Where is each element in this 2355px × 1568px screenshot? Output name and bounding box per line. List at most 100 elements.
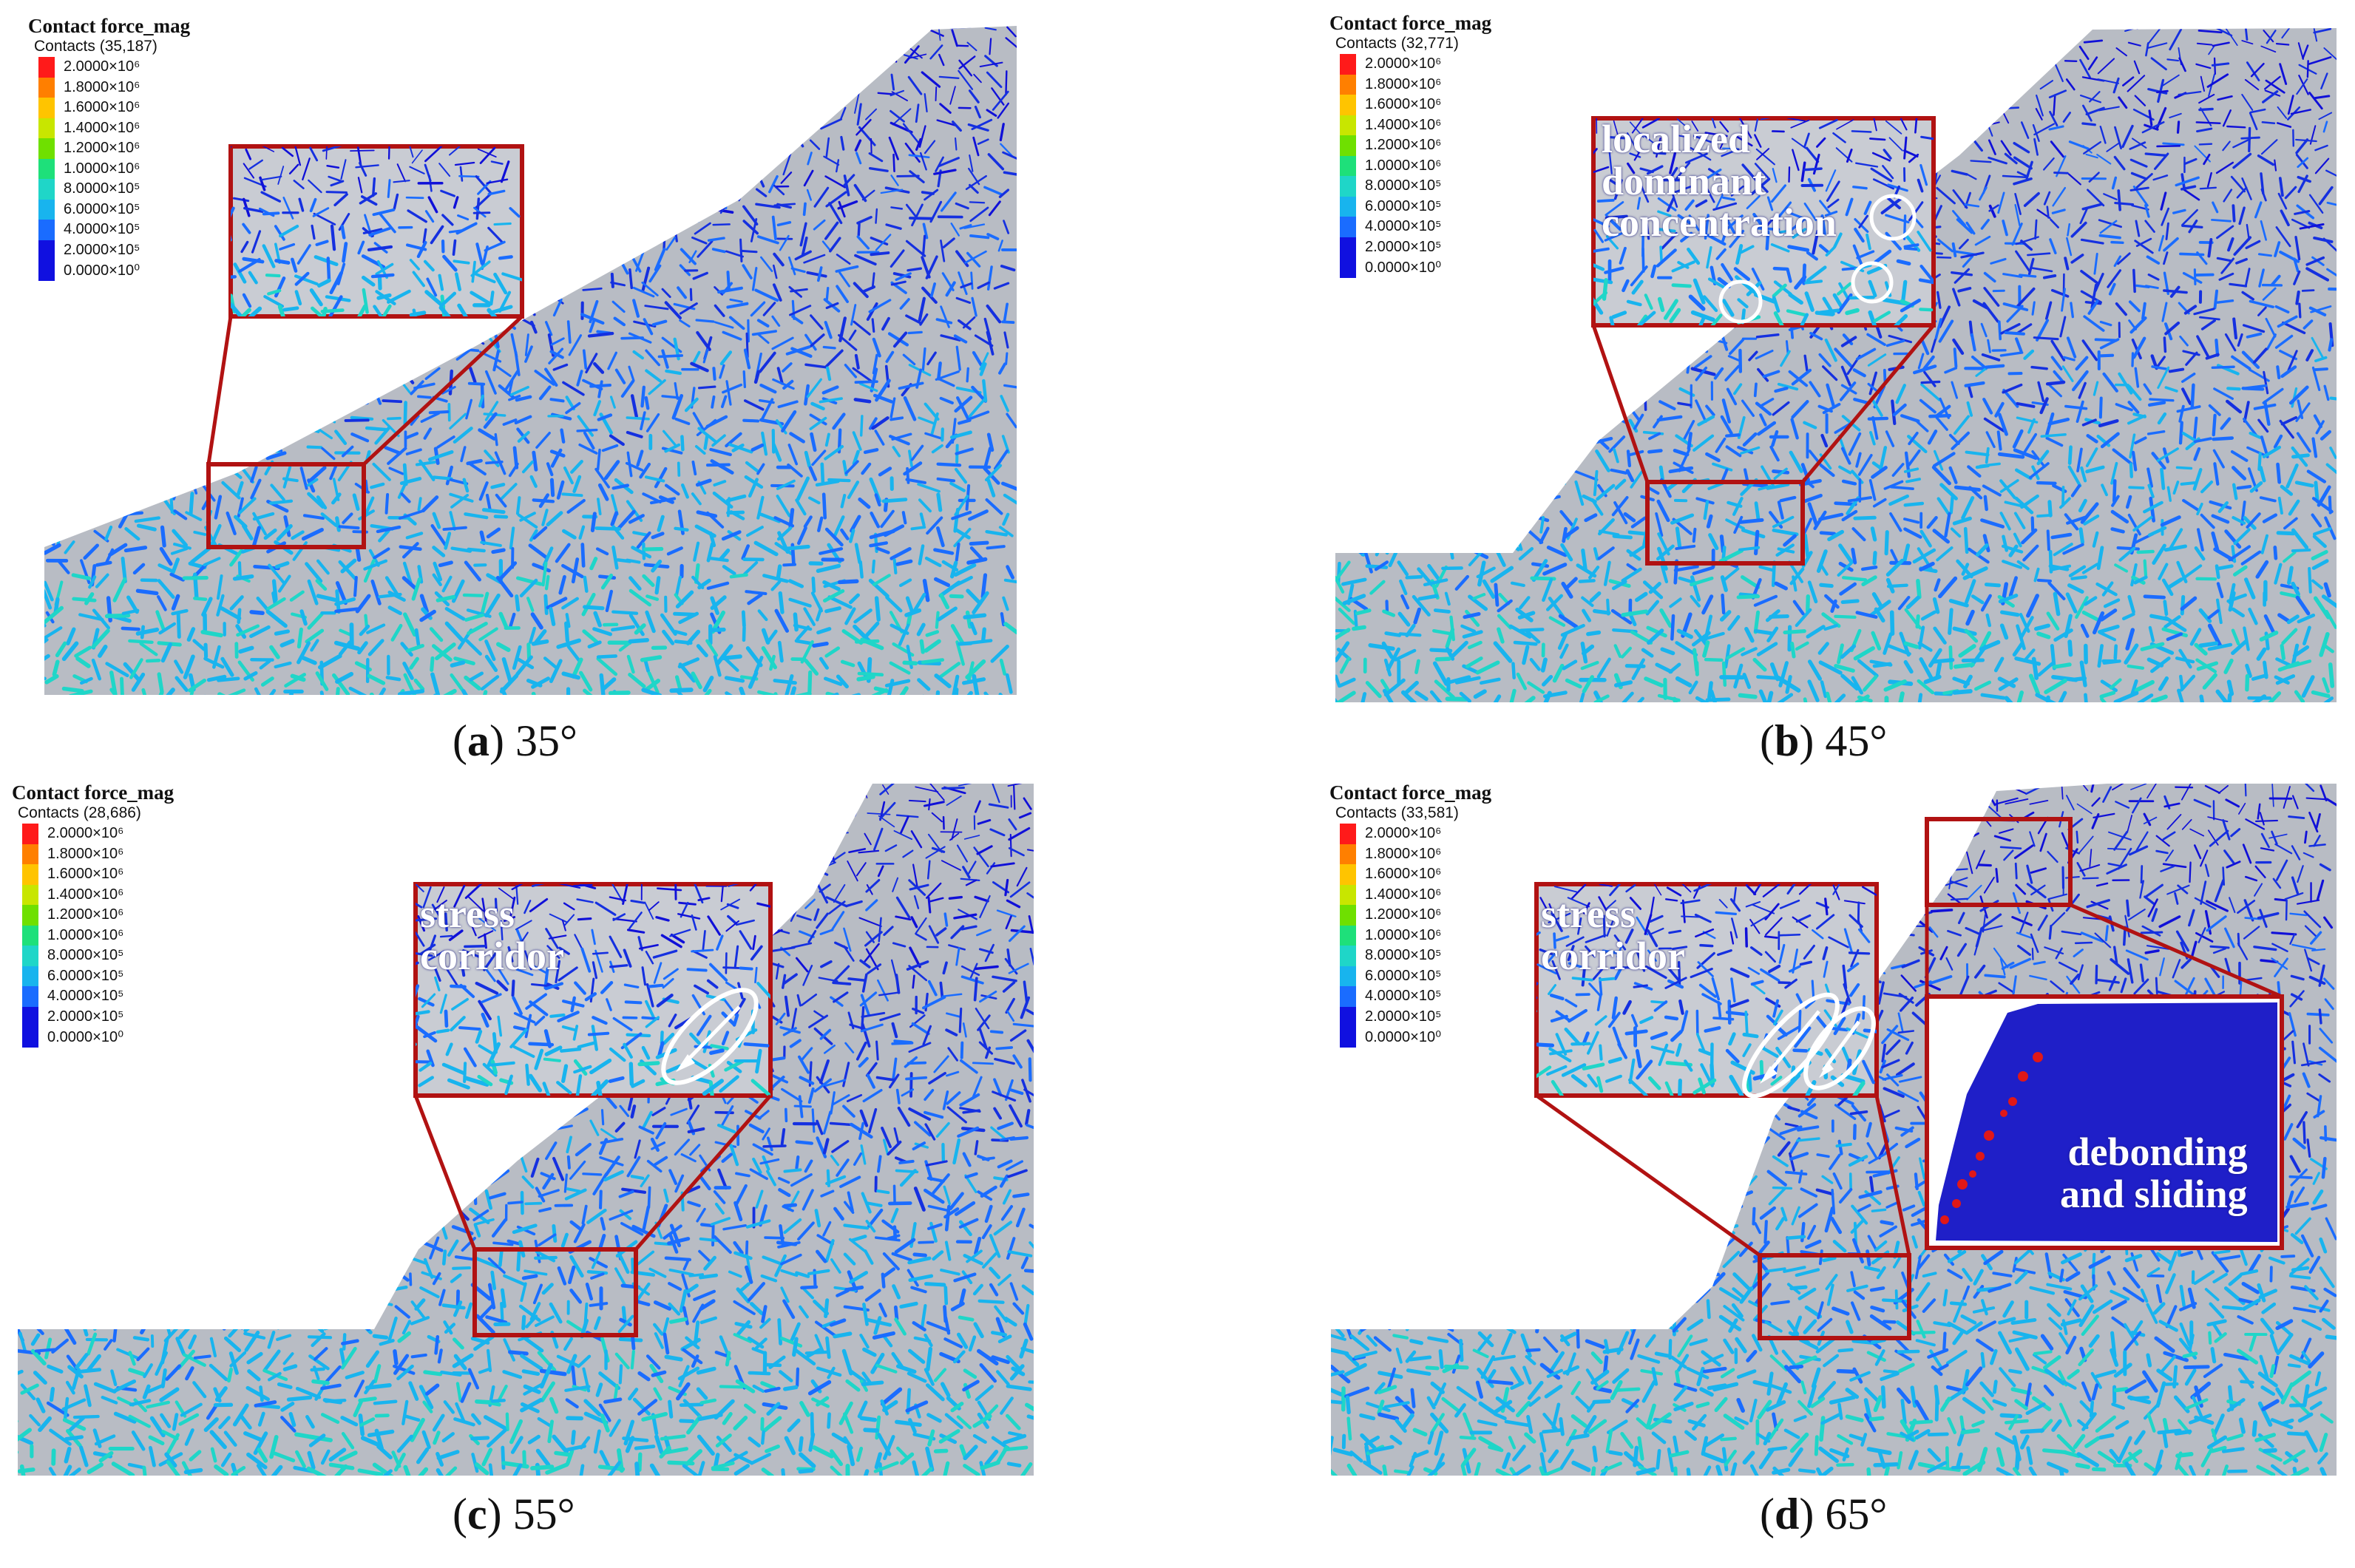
panel-c: Contact force_mag Contacts (28,686) 2.00… — [0, 776, 1176, 1568]
legend-label: 1.8000×10⁶ — [64, 78, 140, 95]
annotation-stress-corridor: stress corridor — [1541, 893, 1685, 977]
caption-c: (c) 55° — [453, 1490, 575, 1538]
caption-d: (d) 65° — [1760, 1490, 1888, 1538]
legend-label: 1.2000×10⁶ — [47, 906, 124, 923]
annotation-localized-concentration: localized dominant concentration — [1602, 118, 1837, 244]
slope-model-d — [1331, 784, 2337, 1476]
legend-title: Contact force_mag — [28, 15, 191, 37]
legend-row: 2.0000×10⁶ — [38, 57, 190, 78]
color-scale: 2.0000×10⁶ 1.8000×10⁶ 1.6000×10⁶ 1.4000×10⁶… — [38, 57, 190, 281]
legend-label: 0.0000×10⁰ — [47, 1029, 124, 1046]
legend-label: 1.0000×10⁶ — [1365, 157, 1442, 174]
legend-row: 8.0000×10⁵ — [38, 179, 190, 200]
debonded-particle-mass — [1936, 1002, 2277, 1242]
contacts-count: Contacts (35,187) — [34, 38, 157, 55]
legend-swatch — [1340, 176, 1356, 197]
zoom-inset-c — [413, 882, 773, 1337]
legend-swatch — [38, 199, 55, 220]
legend-swatch — [38, 118, 55, 138]
legend-a: Contact force_mag Contacts (35,187) 2.00… — [28, 15, 190, 281]
zoom-inset-a — [206, 144, 524, 549]
legend-label: 1.6000×10⁶ — [64, 99, 140, 116]
legend-row: 1.8000×10⁶ — [38, 77, 190, 98]
legend-swatch — [22, 905, 38, 926]
legend-row: 6.0000×10⁵ — [1340, 965, 1491, 986]
legend-row: 4.0000×10⁵ — [38, 220, 190, 240]
legend-label: 1.6000×10⁶ — [1365, 96, 1442, 113]
panel-letter: c — [467, 1490, 487, 1538]
legend-row: 2.0000×10⁶ — [1340, 824, 1491, 844]
legend-label: 1.0000×10⁶ — [1365, 926, 1442, 943]
legend-label: 2.0000×10⁵ — [1365, 238, 1442, 255]
legend-swatch — [38, 179, 55, 200]
legend-row: 2.0000×10⁵ — [22, 1006, 174, 1027]
legend-swatch — [38, 260, 55, 281]
slope-body-c — [18, 784, 1034, 1476]
contacts-count: Contacts (32,771) — [1335, 35, 1459, 52]
legend-label: 6.0000×10⁵ — [1365, 967, 1442, 984]
slope-model-a — [44, 26, 1017, 695]
legend-swatch — [22, 844, 38, 864]
annotation-stress-corridor: stress corridor — [420, 893, 564, 977]
legend-row: 1.2000×10⁶ — [38, 138, 190, 159]
legend-label: 0.0000×10⁰ — [1365, 259, 1442, 276]
legend-label: 1.8000×10⁶ — [1365, 75, 1442, 92]
legend-swatch — [1340, 237, 1356, 257]
legend-swatch — [22, 1006, 38, 1027]
slope-model-c — [18, 784, 1034, 1476]
legend-row: 1.4000×10⁶ — [22, 884, 174, 905]
color-scale: 2.0000×10⁶ 1.8000×10⁶ 1.6000×10⁶ 1.4000×10⁶… — [22, 824, 174, 1048]
legend-swatch — [22, 824, 38, 844]
color-scale: 2.0000×10⁶ 1.8000×10⁶ 1.6000×10⁶ 1.4000×10⁶… — [1340, 824, 1491, 1048]
legend-row: 1.0000×10⁶ — [1340, 925, 1491, 946]
annotation-line: and sliding — [2060, 1171, 2248, 1216]
legend-row: 8.0000×10⁵ — [22, 946, 174, 966]
legend-swatch — [1340, 74, 1356, 95]
panel-letter: b — [1774, 716, 1800, 765]
legend-label: 1.4000×10⁶ — [64, 119, 140, 136]
legend-label: 4.0000×10⁵ — [1365, 988, 1442, 1005]
legend-title: Contact force_mag — [12, 781, 174, 804]
legend-label: 2.0000×10⁵ — [64, 241, 140, 258]
legend-row: 4.0000×10⁵ — [22, 986, 174, 1007]
annotation-line: corridor — [420, 933, 564, 978]
legend-row: 1.4000×10⁶ — [1340, 115, 1491, 135]
legend-label: 4.0000×10⁵ — [47, 988, 124, 1005]
color-scale: 2.0000×10⁶ 1.8000×10⁶ 1.6000×10⁶ 1.4000×10⁶… — [1340, 54, 1491, 278]
legend-label: 4.0000×10⁵ — [1365, 218, 1442, 235]
panel-letter: d — [1774, 1490, 1800, 1538]
legend-swatch — [22, 965, 38, 986]
panel-b: Contact force_mag Contacts (32,771) 2.00… — [1294, 0, 2355, 784]
slope-angle: 65° — [1825, 1490, 1888, 1538]
legend-swatch — [1340, 1027, 1356, 1048]
legend-swatch — [1340, 864, 1356, 885]
legend-swatch — [38, 57, 55, 78]
legend-row: 1.6000×10⁶ — [1340, 95, 1491, 115]
legend-label: 1.2000×10⁶ — [64, 140, 140, 157]
legend-swatch — [38, 220, 55, 240]
legend-swatch — [1340, 257, 1356, 278]
legend-swatch — [38, 98, 55, 118]
legend-row: 1.4000×10⁶ — [1340, 884, 1491, 905]
legend-row: 6.0000×10⁵ — [38, 199, 190, 220]
legend-label: 2.0000×10⁵ — [47, 1008, 124, 1025]
annotation-line: concentration — [1602, 200, 1837, 245]
legend-swatch — [1340, 1006, 1356, 1027]
legend-row: 2.0000×10⁵ — [1340, 1006, 1491, 1027]
legend-row: 1.6000×10⁶ — [1340, 864, 1491, 885]
legend-row: 2.0000×10⁶ — [1340, 54, 1491, 75]
legend-label: 0.0000×10⁰ — [1365, 1029, 1442, 1046]
legend-row: 1.6000×10⁶ — [38, 98, 190, 118]
slope-angle: 55° — [512, 1490, 575, 1538]
legend-row: 1.2000×10⁶ — [22, 905, 174, 926]
legend-swatch — [1340, 155, 1356, 176]
legend-label: 1.4000×10⁶ — [1365, 886, 1442, 903]
legend-swatch — [22, 1027, 38, 1048]
legend-swatch — [1340, 925, 1356, 946]
legend-row: 1.8000×10⁶ — [1340, 844, 1491, 864]
annotation-line: stress — [420, 892, 515, 936]
legend-swatch — [1340, 115, 1356, 135]
legend-row: 1.0000×10⁶ — [38, 158, 190, 179]
legend-swatch — [1340, 824, 1356, 844]
legend-swatch — [22, 986, 38, 1007]
